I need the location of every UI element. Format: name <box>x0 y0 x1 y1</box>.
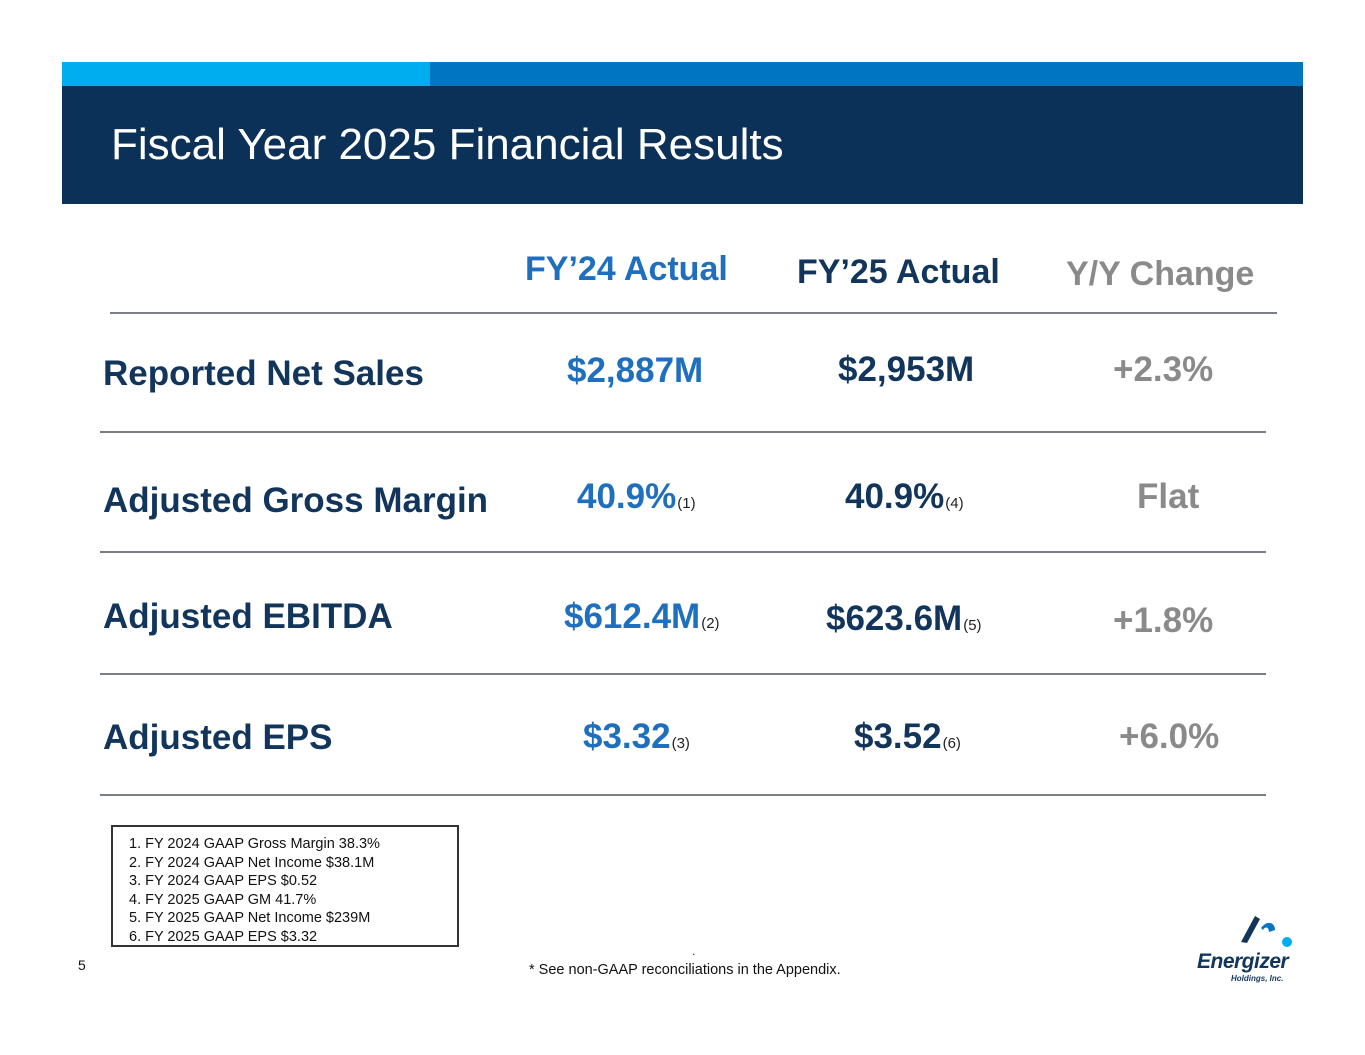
footnote-ref: (2) <box>701 615 720 632</box>
divider <box>100 794 1266 796</box>
footnote-item: 5. FY 2025 GAAP Net Income $239M <box>129 910 371 926</box>
logo-subtitle: Holdings, Inc. <box>1231 974 1284 983</box>
title-banner <box>62 86 1303 204</box>
change-gross-margin: Flat <box>1137 477 1200 516</box>
divider <box>100 551 1266 553</box>
footnote-item: 2. FY 2024 GAAP Net Income $38.1M <box>129 854 375 871</box>
row-label-net-sales: Reported Net Sales <box>103 354 424 393</box>
row-label-gross-margin: Adjusted Gross Margin <box>103 481 489 520</box>
fy25-net-sales: $2,953M <box>838 350 975 389</box>
fy24-gross-margin: 40.9%(1) <box>577 477 696 516</box>
footnote-ref: (6) <box>942 735 961 752</box>
fy24-ebitda: $612.4M(2) <box>564 597 720 636</box>
fy24-eps: $3.32(3) <box>583 717 690 756</box>
column-header-fy25: FY’25 Actual <box>797 253 1000 291</box>
divider <box>100 431 1266 433</box>
fy25-gross-margin: 40.9%(4) <box>845 477 964 516</box>
footnote-item: 6. FY 2025 GAAP EPS $3.32 <box>129 928 318 945</box>
column-header-change: Y/Y Change <box>1066 255 1255 293</box>
column-header-fy24: FY’24 Actual <box>525 250 728 288</box>
fy24-net-sales: $2,887M <box>567 351 704 390</box>
header-accent-bar-light <box>62 62 430 86</box>
footnote-ref: (1) <box>677 495 696 512</box>
page-number: 5 <box>78 957 86 973</box>
row-label-eps: Adjusted EPS <box>103 718 333 757</box>
divider <box>100 673 1266 675</box>
change-ebitda: +1.8% <box>1113 601 1214 640</box>
change-net-sales: +2.3% <box>1113 350 1214 389</box>
divider <box>110 312 1277 314</box>
fy25-eps: $3.52(6) <box>854 717 961 756</box>
page-title: Fiscal Year 2025 Financial Results <box>111 120 784 169</box>
gaap-note: * See non-GAAP reconciliations in the Ap… <box>529 962 841 978</box>
fy25-ebitda: $623.6M(5) <box>826 599 982 638</box>
footnote-ref: (4) <box>945 495 964 512</box>
row-label-ebitda: Adjusted EBITDA <box>103 597 393 636</box>
footnote-item: 1. FY 2024 GAAP Gross Margin 38.3% <box>129 836 380 852</box>
change-eps: +6.0% <box>1119 717 1220 756</box>
footnote-ref: (5) <box>963 617 982 634</box>
footnote-item: 3. FY 2024 GAAP EPS $0.52 <box>129 873 318 889</box>
footnote-ref: (3) <box>671 735 690 752</box>
footnote-item: 4. FY 2025 GAAP GM 41.7% <box>129 891 317 908</box>
stray-dot: . <box>692 944 696 958</box>
logo-wordmark: Energizer <box>1197 950 1289 973</box>
energizer-logo: Energizer Holdings, Inc. <box>1195 910 1305 990</box>
energizer-logo-icon <box>1241 916 1292 947</box>
footnotes-box: 1. FY 2024 GAAP Gross Margin 38.3% 2. FY… <box>111 825 459 947</box>
header-accent-bar <box>430 62 1303 86</box>
